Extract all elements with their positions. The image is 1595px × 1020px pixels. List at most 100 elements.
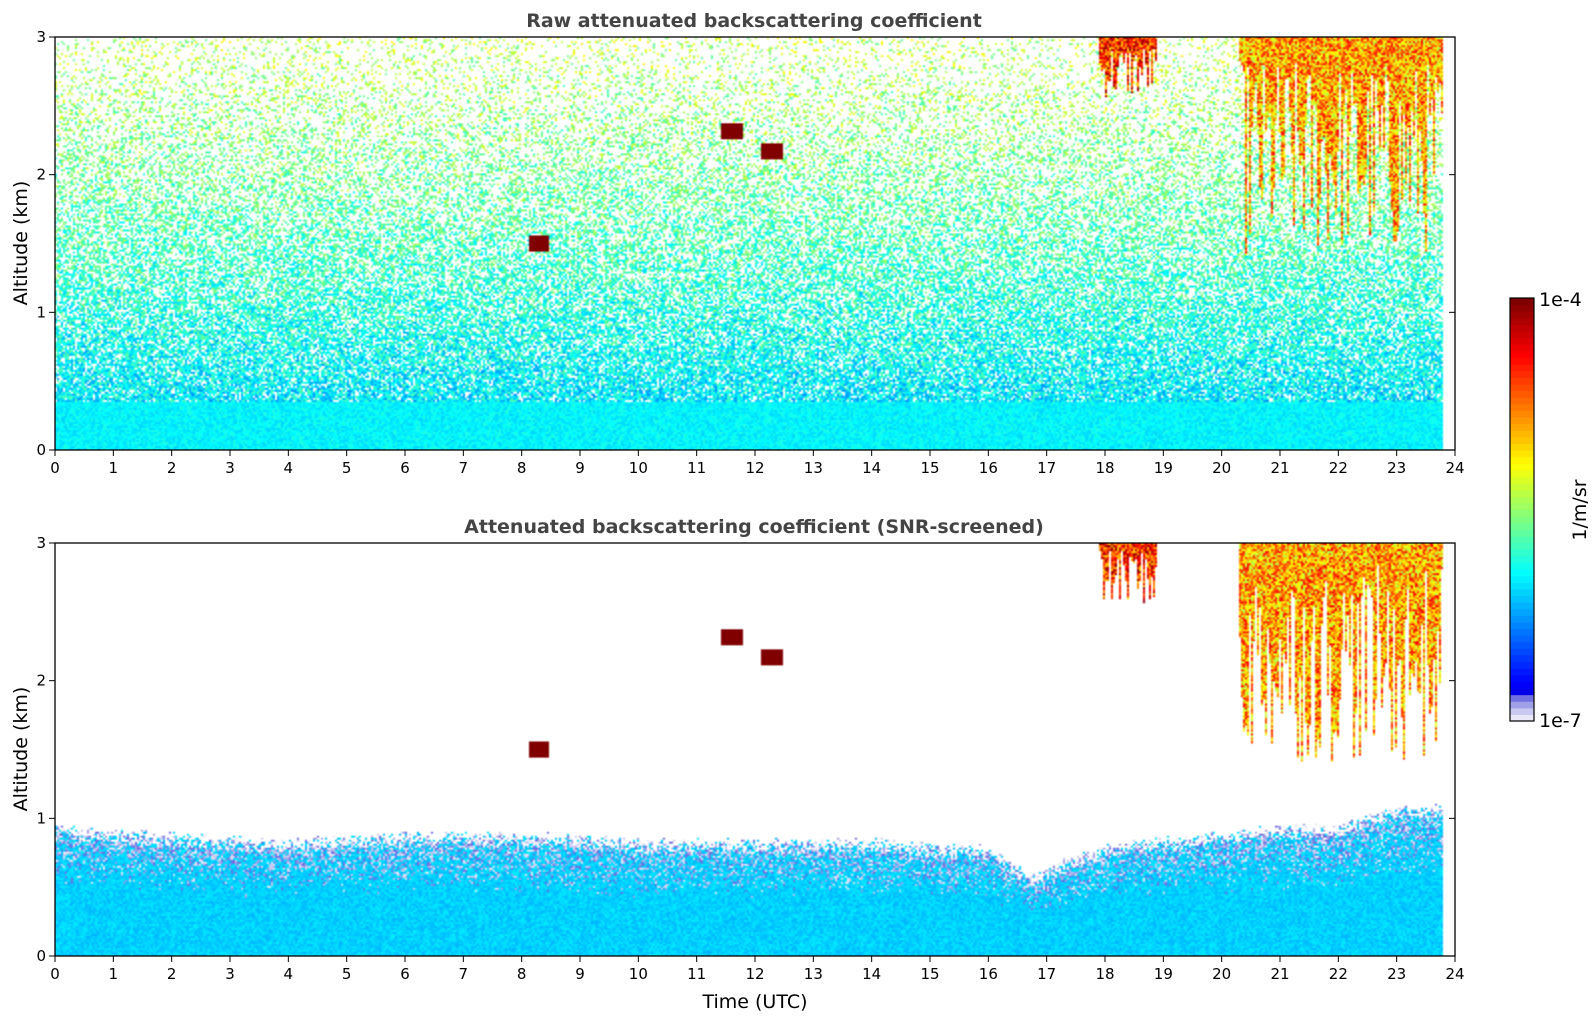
colorbar-step (1510, 364, 1534, 372)
x-tick-label: 5 (342, 459, 352, 477)
y-tick-label: 2 (36, 672, 46, 690)
x-tick-label: 18 (1095, 459, 1114, 477)
panel-2-xlabel: Time (UTC) (701, 991, 807, 1013)
colorbar-step (1510, 535, 1534, 544)
colorbar-step (1510, 648, 1534, 656)
colorbar: 1e-4 1e-7 1/m/sr (1509, 289, 1591, 732)
x-tick-label: 14 (862, 965, 881, 983)
y-tick-label: 0 (36, 947, 46, 965)
colorbar-step (1510, 635, 1534, 643)
x-tick-label: 2 (167, 459, 177, 477)
colorbar-step (1510, 317, 1534, 326)
x-tick-label: 20 (1212, 965, 1231, 983)
y-tick-label: 0 (36, 441, 46, 459)
panel-1-heatmap (55, 37, 1455, 450)
colorbar-step (1510, 621, 1534, 630)
x-tick-label: 12 (745, 965, 764, 983)
colorbar-step (1510, 562, 1534, 570)
panel-2-title: Attenuated backscattering coefficient (S… (464, 516, 1044, 538)
colorbar-step (1510, 595, 1534, 603)
panel-2-ylabel: Altitude (km) (10, 687, 32, 812)
x-tick-label: 4 (284, 965, 294, 983)
x-tick-label: 19 (1154, 459, 1173, 477)
colorbar-step (1510, 331, 1534, 339)
y-tick-label: 2 (36, 166, 46, 184)
colorbar-step (1510, 661, 1534, 669)
colorbar-step (1510, 674, 1534, 682)
colorbar-step (1510, 397, 1534, 405)
colorbar-step (1510, 304, 1534, 312)
x-tick-label: 9 (575, 965, 585, 983)
colorbar-step (1510, 350, 1534, 359)
colorbar-step (1510, 436, 1534, 445)
x-tick-label: 15 (920, 459, 939, 477)
x-tick-label: 3 (225, 965, 235, 983)
panel-raw: Raw attenuated backscattering coefficien… (10, 10, 1465, 477)
colorbar-step (1510, 344, 1534, 352)
x-tick-label: 8 (517, 965, 527, 983)
colorbar-step (1510, 568, 1534, 577)
colorbar-step (1510, 469, 1534, 478)
colorbar-step (1510, 390, 1534, 398)
colorbar-step (1510, 529, 1534, 537)
x-tick-label: 21 (1270, 965, 1289, 983)
x-tick-label: 21 (1270, 459, 1289, 477)
panel-screened: Attenuated backscattering coefficient (S… (10, 516, 1465, 1013)
x-tick-label: 19 (1154, 965, 1173, 983)
x-tick-label: 16 (979, 459, 998, 477)
colorbar-step (1510, 608, 1534, 616)
colorbar-step (1510, 681, 1534, 689)
colorbar-step (1510, 430, 1534, 438)
x-tick-label: 12 (745, 459, 764, 477)
x-tick-label: 0 (50, 965, 60, 983)
panel-1-ylabel: Altitude (km) (10, 181, 32, 306)
colorbar-step (1510, 456, 1534, 464)
colorbar-step (1510, 443, 1534, 451)
x-tick-label: 5 (342, 965, 352, 983)
colorbar-step (1510, 370, 1534, 378)
colorbar-unit-label: 1/m/sr (1569, 479, 1591, 540)
panel-2-axes: 0 1 2 3 4 5 6 7 8 9 10 11 12 13 14 15 16 17 18 19 20 21 22 23 24… (36, 534, 1464, 983)
colorbar-step (1510, 416, 1534, 425)
colorbar-step (1510, 298, 1534, 306)
x-tick-label: 14 (862, 459, 881, 477)
colorbar-step (1510, 654, 1534, 663)
x-tick-label: 7 (459, 965, 469, 983)
colorbar-step (1510, 516, 1534, 524)
colorbar-step (1510, 423, 1534, 431)
panel-2-heatmap (55, 543, 1455, 956)
colorbar-step (1510, 575, 1534, 583)
x-tick-label: 20 (1212, 459, 1231, 477)
colorbar-min-label: 1e-7 (1539, 710, 1582, 732)
x-tick-label: 22 (1329, 965, 1348, 983)
colorbar-step (1510, 701, 1534, 709)
colorbar-step (1510, 337, 1534, 345)
colorbar-step (1510, 628, 1534, 636)
colorbar-step (1510, 489, 1534, 497)
x-tick-label: 22 (1329, 459, 1348, 477)
colorbar-step (1510, 694, 1534, 702)
x-tick-label: 3 (225, 459, 235, 477)
x-tick-label: 23 (1387, 965, 1406, 983)
colorbar-step (1510, 707, 1534, 715)
colorbar-step (1510, 357, 1534, 365)
colorbar-step (1510, 496, 1534, 504)
colorbar-step (1510, 410, 1534, 418)
colorbar-step (1510, 463, 1534, 471)
colorbar-step (1510, 476, 1534, 484)
x-tick-label: 13 (804, 459, 823, 477)
colorbar-step (1510, 582, 1534, 590)
x-tick-label: 0 (50, 459, 60, 477)
y-tick-label: 3 (36, 534, 46, 552)
colorbar-step (1510, 641, 1534, 649)
x-tick-label: 15 (920, 965, 939, 983)
x-tick-label: 4 (284, 459, 294, 477)
colorbar-step (1510, 403, 1534, 411)
x-tick-label: 17 (1037, 965, 1056, 983)
x-tick-label: 7 (459, 459, 469, 477)
panel-1-axes: 0 1 2 3 4 5 6 7 8 9 10 11 12 13 14 15 16 17 18 19 20 21 22 23 24… (36, 28, 1464, 477)
x-tick-label: 13 (804, 965, 823, 983)
x-tick-label: 16 (979, 965, 998, 983)
colorbar-step (1510, 549, 1534, 557)
